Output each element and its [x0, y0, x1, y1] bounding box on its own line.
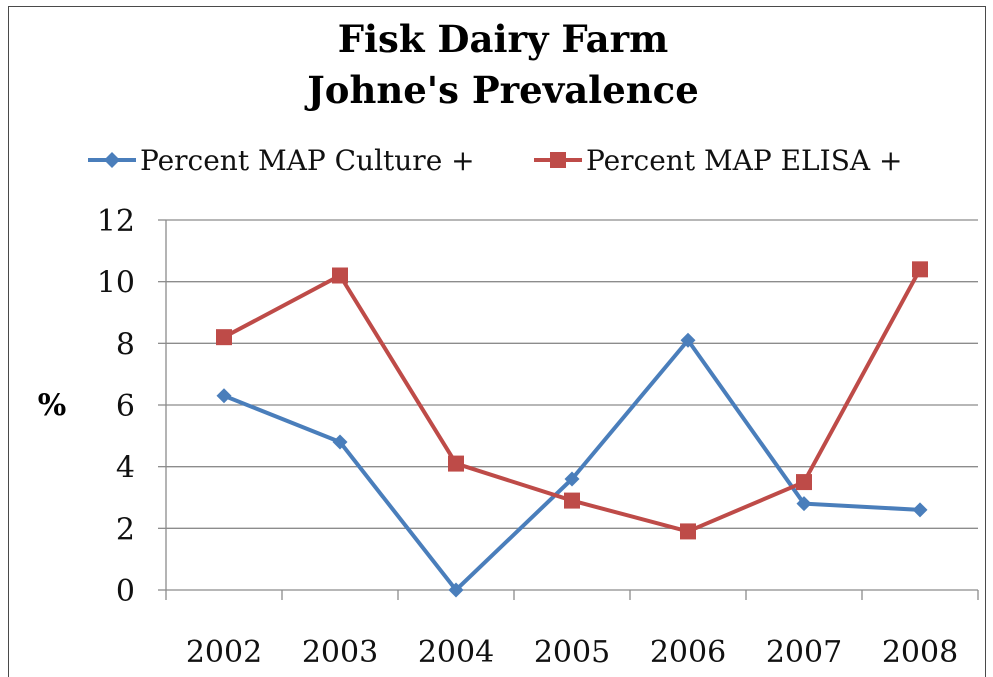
axes: [165, 220, 979, 600]
data-point-elisa-2008: [912, 261, 928, 278]
y-axis-label: %: [38, 388, 67, 423]
data-point-culture-2004: [448, 582, 464, 598]
legend-item-culture: Percent MAP Culture +: [88, 144, 475, 177]
data-point-culture-2003: [332, 434, 348, 450]
x-tick-label-2006: 2006: [650, 635, 726, 670]
y-tick-label-10: 10: [97, 266, 135, 301]
y-tick-label-12: 12: [97, 204, 135, 239]
y-tick-label-8: 8: [116, 327, 135, 362]
x-tick-labels: 2002 2003 2004 2005 2006 2007 2008: [186, 635, 958, 670]
data-point-elisa-2004: [448, 455, 464, 472]
x-tick-label-2003: 2003: [302, 635, 378, 670]
legend: Percent MAP Culture + Percent MAP ELISA …: [88, 144, 902, 177]
legend-label-culture: Percent MAP Culture +: [140, 144, 475, 177]
y-tick-label-6: 6: [116, 389, 135, 424]
chart-title-line-2: Johne's Prevalence: [304, 68, 698, 112]
y-tick-label-2: 2: [116, 512, 135, 547]
y-tick-label-0: 0: [116, 574, 135, 609]
chart-frame: [8, 6, 986, 677]
data-point-culture-2005: [564, 471, 580, 487]
series-line-culture: [223, 338, 921, 592]
data-point-culture-2006: [680, 332, 696, 348]
y-tick-label-4: 4: [116, 451, 135, 486]
legend-marker-square: [550, 152, 566, 168]
legend-label-elisa: Percent MAP ELISA +: [586, 144, 902, 177]
series-group: [216, 261, 928, 598]
x-tick-label-2007: 2007: [766, 635, 842, 670]
data-point-elisa-2002: [216, 329, 232, 346]
y-tick-labels: 0 2 4 6 8 10 12: [97, 204, 135, 609]
x-tick-label-2005: 2005: [534, 635, 610, 670]
data-point-culture-2008: [912, 502, 928, 518]
legend-item-elisa: Percent MAP ELISA +: [534, 144, 902, 177]
data-point-elisa-2006: [680, 523, 696, 540]
data-point-culture-2007: [796, 496, 812, 512]
data-point-elisa-2007: [796, 474, 812, 491]
data-point-elisa-2005: [564, 492, 580, 509]
x-tick-label-2008: 2008: [882, 635, 958, 670]
x-tick-label-2004: 2004: [418, 635, 494, 670]
series-line-elisa: [223, 268, 922, 534]
data-point-elisa-2003: [332, 267, 348, 284]
data-point-culture-2002: [216, 388, 232, 404]
gridlines: [158, 219, 978, 591]
chart-title-line-1: Fisk Dairy Farm: [338, 17, 669, 61]
legend-marker-diamond: [104, 152, 120, 168]
x-tick-label-2002: 2002: [186, 635, 262, 670]
